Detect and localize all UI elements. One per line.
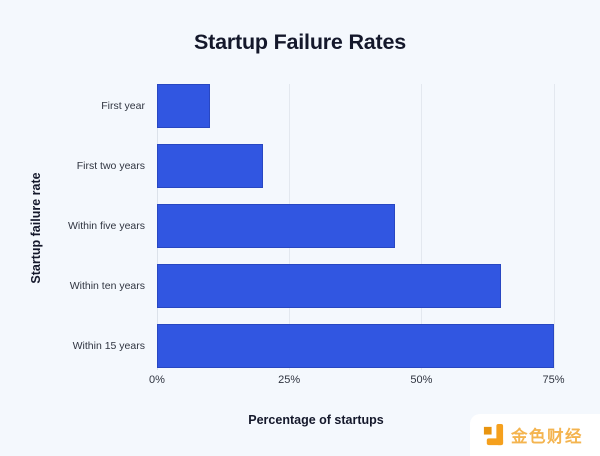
gridline-75%: [553, 84, 555, 370]
x-tick-label-50%: 50%: [410, 374, 433, 386]
gridline-50%: [421, 84, 423, 370]
watermark-text: 金色财经: [511, 428, 583, 446]
category-label-0: First year: [101, 100, 145, 112]
jinse-logo-icon: [483, 423, 504, 445]
x-tick-label-75%: 75%: [542, 374, 565, 386]
x-tick-label-25%: 25%: [278, 374, 301, 386]
category-label-3: Within ten years: [69, 280, 145, 292]
bar-2: [157, 204, 395, 248]
category-label-2: Within five years: [67, 220, 145, 232]
watermark-badge: 金色财经: [470, 414, 600, 456]
chart-title: Startup Failure Rates: [193, 30, 407, 54]
category-label-4: Within 15 years: [72, 340, 145, 352]
x-axis-label: Percentage of startups: [248, 413, 384, 427]
bar-0: [157, 84, 210, 128]
bar-1: [157, 144, 263, 188]
category-label-1: First two years: [76, 160, 145, 172]
bar-4: [157, 324, 554, 368]
bar-3: [157, 264, 501, 308]
x-tick-label-0%: 0%: [149, 374, 165, 386]
plot-area: [157, 84, 580, 370]
